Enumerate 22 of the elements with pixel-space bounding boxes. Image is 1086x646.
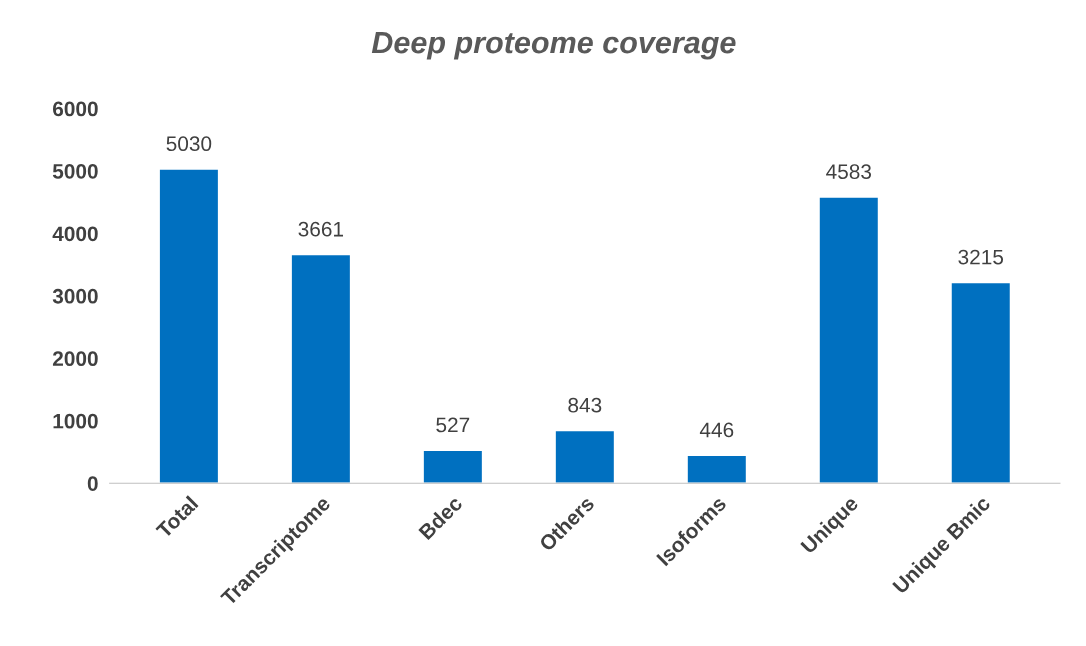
y-tick-label: 2000	[52, 351, 98, 367]
y-tick-label: 4000	[52, 226, 98, 242]
data-label: 446	[699, 422, 734, 438]
chart-title: Deep proteome coverage	[371, 32, 736, 60]
y-tick-label: 0	[87, 476, 98, 491]
data-label: 5030	[166, 136, 212, 152]
data-label: 527	[436, 417, 470, 433]
bar	[290, 253, 352, 484]
bar	[422, 449, 484, 484]
bar	[686, 454, 748, 484]
bar	[554, 429, 616, 484]
y-tick-label: 1000	[53, 413, 98, 429]
data-label: 3215	[958, 249, 1004, 265]
y-tick-label: 3000	[52, 288, 98, 304]
data-label: 3661	[298, 221, 344, 237]
bar	[950, 281, 1012, 484]
y-tick-label: 6000	[53, 101, 98, 117]
data-label: 4583	[826, 164, 872, 180]
bar	[818, 196, 880, 484]
bar	[158, 168, 220, 484]
y-tick-label: 5000	[52, 163, 98, 179]
data-label: 843	[568, 397, 602, 413]
